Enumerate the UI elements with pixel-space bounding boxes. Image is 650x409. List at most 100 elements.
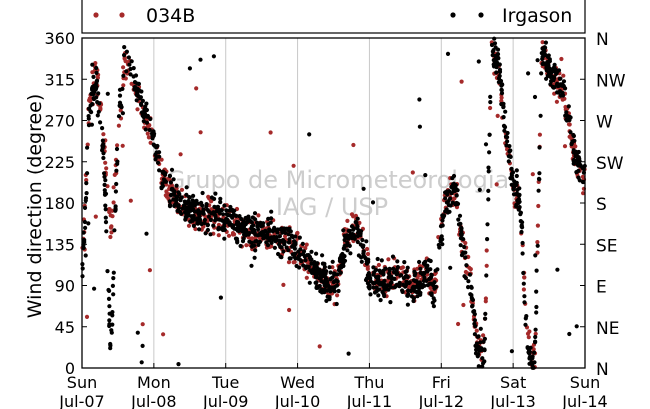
legend-label-irgason: Irgason [502, 5, 572, 27]
data-point [497, 67, 503, 72]
data-point [411, 285, 416, 290]
data-point [290, 252, 295, 257]
data-point [82, 205, 88, 210]
data-point [186, 223, 192, 228]
data-point [515, 198, 520, 203]
data-point [537, 177, 542, 182]
data-point [463, 275, 468, 281]
data-point [395, 270, 400, 276]
data-point [198, 210, 203, 215]
data-point [476, 364, 481, 369]
data-point [464, 263, 469, 268]
data-point [103, 220, 109, 225]
data-point [222, 219, 227, 224]
y-tick-label: 270 [44, 112, 75, 131]
data-point [145, 114, 150, 119]
data-point [482, 359, 487, 364]
data-point [522, 300, 527, 305]
data-point [389, 275, 394, 281]
data-point [113, 207, 118, 212]
data-point [249, 263, 254, 268]
data-point [179, 187, 185, 192]
data-point [195, 221, 200, 226]
data-point [90, 70, 95, 75]
data-point [470, 303, 475, 308]
data-point [304, 242, 309, 247]
data-point [176, 362, 181, 367]
data-point [415, 275, 420, 280]
data-point [252, 255, 257, 260]
data-point [522, 275, 527, 280]
x-axis-ticks: SunJul-07MonJul-08TueJul-09WedJul-10ThuJ… [58, 363, 608, 409]
data-point [523, 322, 528, 327]
y2-tick-label: S [596, 195, 607, 215]
data-point [567, 331, 572, 337]
data-point [241, 219, 246, 224]
data-point [529, 356, 534, 361]
data-point [272, 225, 277, 230]
data-point [244, 229, 249, 234]
data-point [191, 193, 196, 198]
data-point [535, 58, 540, 63]
data-point [101, 155, 106, 161]
data-point [313, 275, 318, 280]
data-point [254, 239, 259, 244]
data-point [494, 65, 499, 70]
data-point [103, 203, 108, 208]
data-point [301, 249, 307, 254]
legend-marker-034b [93, 12, 125, 18]
data-point [231, 212, 237, 217]
data-point [342, 254, 347, 259]
y2-axis-ticks: N NE E SE S SW W NW N [580, 30, 626, 380]
data-point [523, 316, 528, 321]
data-point [509, 166, 514, 171]
data-point [100, 143, 105, 148]
data-point [336, 268, 341, 273]
data-point [244, 243, 249, 248]
data-point [111, 292, 116, 297]
data-point [232, 208, 237, 213]
data-point [354, 220, 359, 225]
data-point [327, 265, 332, 270]
y-tick-label: 0 [65, 359, 75, 378]
data-point [298, 247, 303, 252]
data-point [459, 231, 464, 236]
data-point [485, 222, 490, 227]
data-point [535, 223, 541, 228]
data-point [417, 97, 422, 102]
data-point [109, 230, 114, 235]
data-point [488, 94, 493, 99]
data-points [80, 36, 587, 370]
data-point [514, 168, 519, 173]
data-point [131, 74, 136, 79]
data-point [566, 122, 572, 127]
data-point [322, 261, 327, 266]
data-point [111, 200, 116, 205]
data-point [269, 209, 274, 214]
data-point [225, 217, 230, 222]
data-point [148, 140, 153, 145]
data-point [370, 200, 376, 205]
data-point [494, 182, 499, 187]
data-point [314, 251, 319, 256]
data-point [400, 289, 405, 294]
data-point [178, 152, 183, 157]
data-point [580, 174, 586, 179]
data-point [461, 237, 466, 242]
data-point [534, 310, 539, 315]
data-point [388, 300, 393, 305]
data-point [323, 278, 328, 283]
data-point [295, 231, 300, 236]
data-point [105, 269, 110, 274]
data-point [496, 80, 501, 85]
data-point [258, 231, 263, 236]
data-point [335, 279, 340, 284]
data-point [90, 84, 95, 89]
data-point [405, 265, 410, 270]
data-point [286, 260, 292, 265]
x-tick-label-date: Jul-13 [489, 392, 535, 409]
data-point [336, 288, 341, 294]
data-point [194, 86, 199, 91]
data-point [256, 213, 261, 218]
